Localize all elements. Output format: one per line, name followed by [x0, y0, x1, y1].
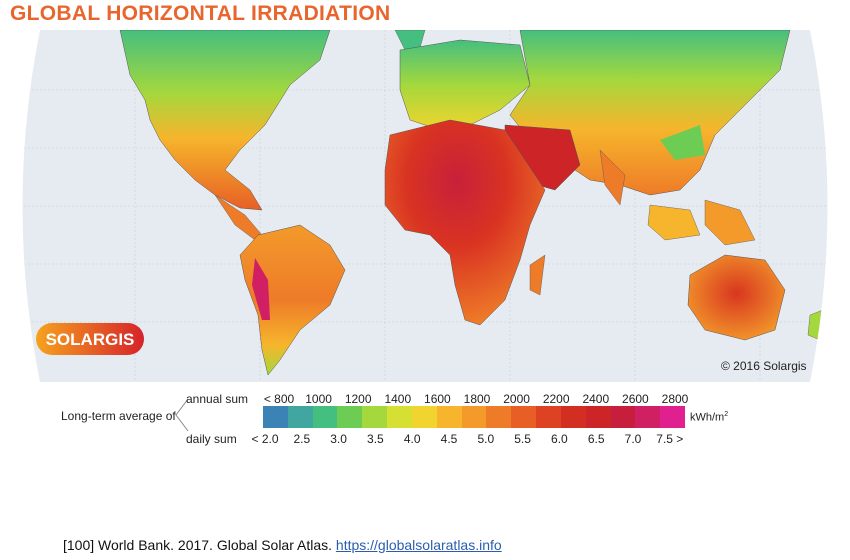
annual-tick: 1800	[463, 392, 491, 406]
annual-tick: < 800	[263, 392, 295, 406]
annual-tick: 2800	[661, 392, 689, 406]
legend-color-scale	[263, 406, 686, 428]
legend-swatch	[362, 406, 388, 428]
reference-text: [100] World Bank. 2017. Global Solar Atl…	[63, 537, 336, 553]
legend-brace	[175, 398, 189, 432]
daily-tick: 7.0	[624, 432, 642, 446]
legend-swatch	[536, 406, 561, 428]
solargis-logo: SOLARGIS	[36, 323, 144, 355]
legend-swatch	[610, 406, 636, 428]
annual-tick: 2000	[503, 392, 530, 406]
unit-main: kWh/m	[690, 411, 725, 424]
daily-tick: 6.0	[551, 432, 568, 446]
daily-tick: 4.0	[403, 432, 421, 446]
annual-tick: 1000	[305, 392, 332, 406]
annual-tick: 2400	[582, 392, 610, 406]
legend-swatch	[337, 406, 363, 428]
daily-sum-label: daily sum	[186, 432, 237, 446]
daily-tick: 5.0	[477, 432, 495, 446]
daily-tick: 6.5	[587, 432, 605, 446]
legend-unit: kWh/m2	[690, 411, 728, 424]
daily-tick: 2.5	[293, 432, 311, 446]
legend-swatch	[287, 406, 313, 428]
annual-tick: 2200	[542, 392, 570, 406]
reference-citation: [100] World Bank. 2017. Global Solar Atl…	[63, 537, 502, 553]
annual-tick: 1400	[384, 392, 412, 406]
copyright-notice: © 2016 Solargis	[721, 359, 807, 373]
solargis-logo-text: SOLARGIS	[46, 330, 135, 349]
annual-sum-label: annual sum	[186, 392, 249, 406]
annual-tick: 1200	[344, 392, 372, 406]
legend-swatch	[635, 406, 661, 428]
legend-swatch	[486, 406, 512, 428]
legend-swatch	[411, 406, 437, 428]
legend-swatch	[585, 406, 611, 428]
legend-swatch	[436, 406, 462, 428]
legend-swatch	[560, 406, 586, 428]
legend-swatch	[312, 406, 338, 428]
unit-superscript: 2	[724, 411, 729, 418]
legend-swatch	[461, 406, 487, 428]
map-title: GLOBAL HORIZONTAL IRRADIATION	[10, 2, 391, 25]
legend-swatch	[387, 406, 412, 428]
legend-swatch	[511, 406, 537, 428]
daily-tick: 7.5 >	[656, 432, 684, 446]
daily-tick: 3.0	[330, 432, 347, 446]
legend-swatch	[263, 406, 288, 428]
annual-tick: 1600	[424, 392, 451, 406]
world-irradiation-map	[22, 30, 828, 382]
daily-tick: 5.5	[514, 432, 531, 446]
reference-link[interactable]: https://globalsolaratlas.info	[335, 537, 502, 553]
daily-tick: < 2.0	[251, 432, 279, 446]
legend-swatch	[660, 406, 686, 428]
legend-prefix: Long-term average of	[61, 409, 176, 423]
daily-tick: 3.5	[367, 432, 384, 446]
daily-tick: 4.5	[440, 432, 458, 446]
annual-tick: 2600	[622, 392, 649, 406]
